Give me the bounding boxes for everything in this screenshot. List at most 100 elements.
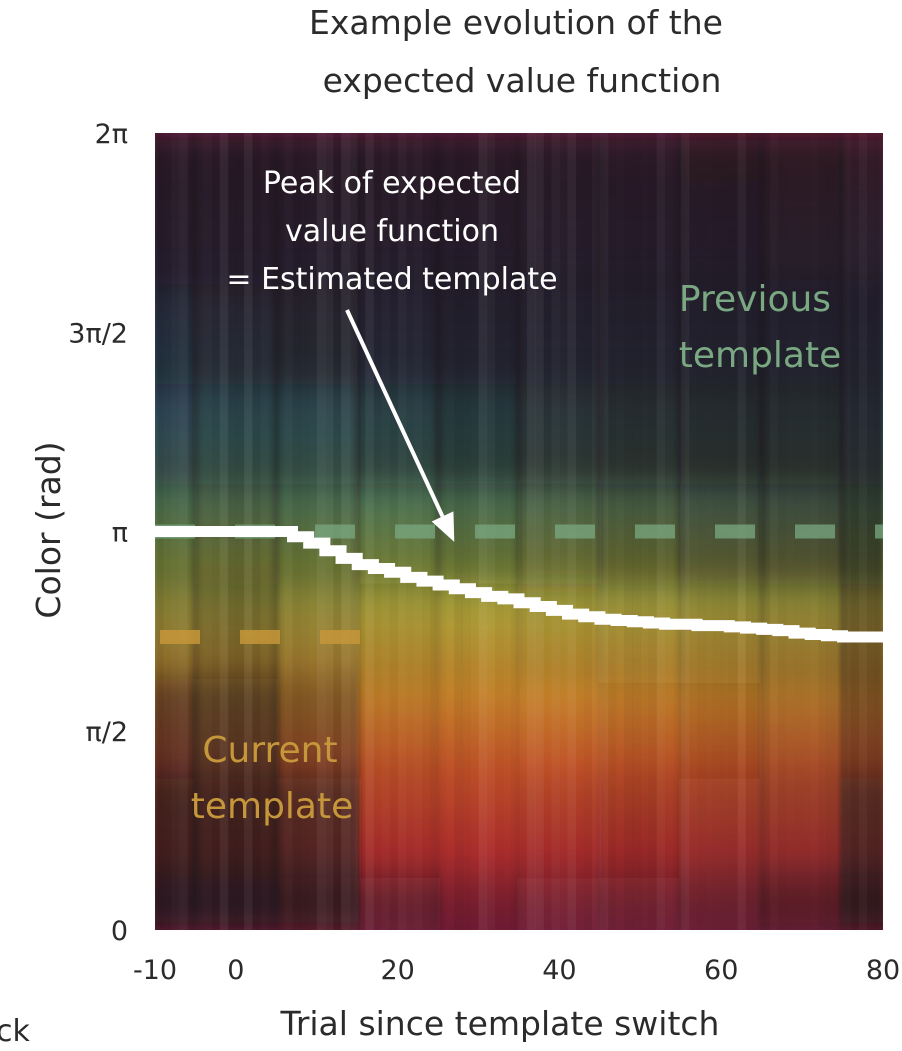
heatmap-cell [436, 180, 521, 285]
heatmap-cell [355, 380, 441, 484]
heatmap-cell [759, 778, 845, 883]
heatmap-streak [850, 133, 860, 930]
heatmap-streak [859, 133, 868, 930]
heatmap-cell [678, 280, 764, 385]
heatmap-streak [624, 133, 633, 930]
heatmap-cell [840, 133, 883, 185]
heatmap-cell [155, 280, 198, 385]
heatmap-cell [597, 180, 683, 285]
heatmap-cell [678, 678, 764, 783]
heatmap-streak [519, 133, 528, 930]
heatmap-cell [597, 678, 683, 783]
x-tick-label: 0 [227, 955, 244, 986]
heatmap-cell [678, 778, 764, 883]
heatmap-cell [355, 280, 441, 385]
peak-annotation-arrow [345, 309, 445, 518]
heatmap-cell [517, 180, 602, 285]
heatmap-cell [355, 878, 441, 930]
heatmap-cell [597, 778, 683, 883]
y-tick-label: 0 [111, 916, 128, 947]
y-axis-ticks: 0 π/2 π 3π/2 2π [68, 119, 128, 947]
heatmap-cell [840, 180, 883, 285]
heatmap-streak [527, 133, 536, 930]
heatmap-cell [193, 678, 279, 783]
heatmap-cell [517, 380, 602, 484]
heatmap-cell [155, 678, 198, 783]
current-template-label-line-1: Current [202, 730, 337, 771]
x-tick-label: 20 [380, 955, 414, 986]
y-tick-label: π/2 [85, 717, 128, 748]
heatmap-streak [608, 133, 617, 930]
heatmap-cell [759, 380, 845, 484]
heatmap-streak [834, 133, 843, 930]
heatmap-cell [759, 133, 845, 185]
heatmap-cell [274, 133, 360, 185]
heatmap-cell [436, 280, 521, 385]
chart-title-line-2: expected value function [323, 61, 722, 100]
heatmap-streak [357, 133, 366, 930]
heatmap-cell [274, 380, 360, 484]
heatmap-cell [155, 878, 198, 930]
previous-template-label-line-1: Previous [679, 279, 831, 320]
heatmap-streak [680, 133, 690, 930]
heatmap-streak [778, 133, 787, 930]
heatmap-cell [759, 280, 845, 385]
x-axis-ticks: -10 0 20 40 60 80 [133, 955, 900, 986]
heatmap-cell [274, 678, 360, 783]
heatmap-streak [535, 133, 544, 930]
x-tick-label: 40 [542, 955, 576, 986]
heatmap-cell [678, 180, 764, 285]
peak-annotation-arrowhead [431, 511, 455, 542]
peak-annotation-line-2: value function [285, 214, 499, 249]
heatmap-streak [697, 133, 706, 930]
heatmap-cell [274, 180, 360, 285]
current-template-label-line-2: template [191, 786, 354, 827]
heatmap-cell [193, 280, 279, 385]
heatmap-cell [517, 878, 602, 930]
heatmap-cell [193, 133, 279, 185]
heatmap-streak [454, 133, 463, 930]
heatmap-cell [517, 133, 602, 185]
heatmap-cell [840, 778, 883, 883]
heatmap-cell [436, 380, 521, 484]
heatmap-cell [840, 280, 883, 385]
heatmap-cell [759, 180, 845, 285]
heatmap-cell [597, 380, 683, 484]
heatmap-cell [193, 778, 279, 883]
heatmap-streak [786, 133, 795, 930]
heatmap-cell [355, 778, 441, 883]
heatmap-cell [517, 778, 602, 883]
heatmap-cell [155, 778, 198, 883]
heatmap-cell [193, 180, 279, 285]
heatmap-streak [373, 133, 382, 930]
heatmap-cell [355, 133, 441, 185]
heatmap-cell [597, 280, 683, 385]
heatmap-streak [770, 133, 779, 930]
previous-template-label: Previous template [679, 279, 842, 376]
heatmap-cell [155, 133, 198, 185]
heatmap-cell [517, 579, 602, 683]
heatmap-cell [840, 380, 883, 484]
y-tick-label: 3π/2 [68, 318, 128, 349]
chart-title-line-1: Example evolution of the [309, 3, 723, 42]
peak-expected-value-line [155, 526, 883, 643]
previous-template-label-line-2: template [679, 335, 842, 376]
heatmap-streak [867, 133, 876, 930]
y-tick-label: 2π [95, 119, 128, 150]
heatmap-cell [274, 878, 360, 930]
peak-annotation: Peak of expected value function = Estima… [226, 166, 558, 542]
heatmap-cell [436, 678, 521, 783]
peak-annotation-line-1: Peak of expected [263, 166, 521, 201]
heatmap-streak [365, 133, 374, 930]
heatmap-cell [274, 280, 360, 385]
heatmap-cell [355, 180, 441, 285]
heatmap-cell [436, 133, 521, 185]
heatmap-cell [597, 579, 683, 683]
current-template-label: Current template [191, 730, 354, 827]
heatmap-cell [678, 133, 764, 185]
heatmap-streak [689, 133, 698, 930]
heatmap-cell [274, 778, 360, 883]
heatmap-cell [678, 380, 764, 484]
x-axis-label: Trial since template switch [280, 1004, 720, 1043]
x-tick-label: -10 [133, 955, 177, 986]
